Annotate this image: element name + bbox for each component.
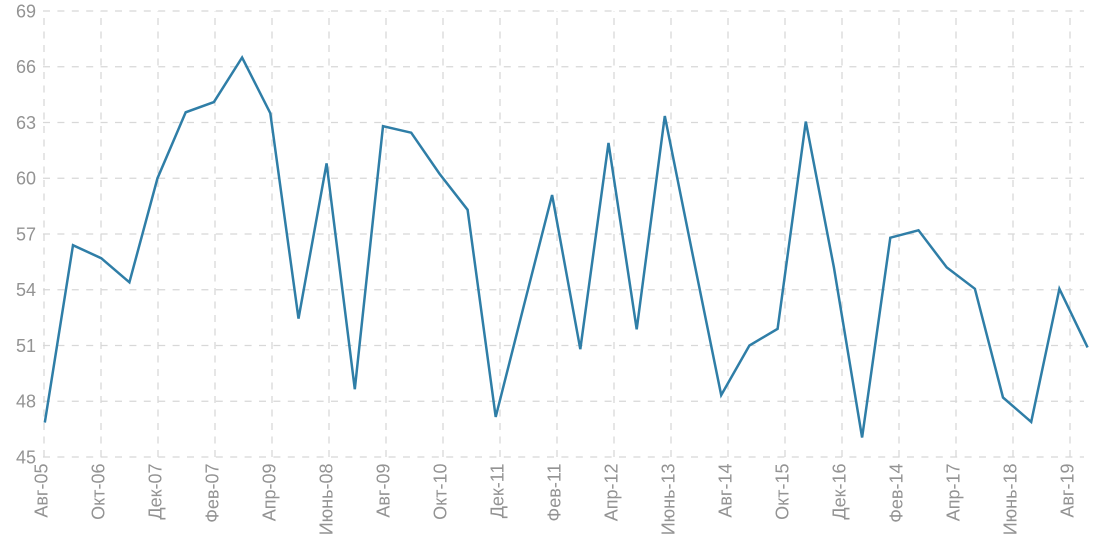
svg-text:57: 57 xyxy=(16,224,36,244)
svg-text:Авг-05: Авг-05 xyxy=(32,464,52,518)
svg-text:Дек-16: Дек-16 xyxy=(830,464,850,520)
svg-text:60: 60 xyxy=(16,169,36,189)
svg-text:Июнь-08: Июнь-08 xyxy=(317,464,337,536)
svg-text:48: 48 xyxy=(16,392,36,412)
svg-text:Апр-17: Апр-17 xyxy=(944,464,964,522)
svg-text:Фев-11: Фев-11 xyxy=(545,464,565,522)
svg-text:69: 69 xyxy=(16,1,36,21)
svg-text:Апр-12: Апр-12 xyxy=(602,464,622,522)
svg-text:Дек-11: Дек-11 xyxy=(488,464,508,519)
svg-text:Фев-14: Фев-14 xyxy=(887,464,907,523)
svg-text:Окт-15: Окт-15 xyxy=(773,464,793,520)
svg-text:Июнь-18: Июнь-18 xyxy=(1001,464,1021,536)
svg-text:Окт-10: Окт-10 xyxy=(431,464,451,520)
svg-text:Авг-14: Авг-14 xyxy=(716,464,736,518)
svg-text:63: 63 xyxy=(16,113,36,133)
svg-text:Дек-07: Дек-07 xyxy=(146,464,166,520)
svg-text:45: 45 xyxy=(16,447,36,467)
svg-text:51: 51 xyxy=(16,336,36,356)
svg-text:54: 54 xyxy=(16,280,36,300)
svg-text:Июнь-13: Июнь-13 xyxy=(659,464,679,536)
svg-text:Окт-06: Окт-06 xyxy=(89,464,109,520)
svg-text:Авг-19: Авг-19 xyxy=(1058,464,1078,518)
svg-text:Апр-09: Апр-09 xyxy=(260,464,280,522)
svg-text:Фев-07: Фев-07 xyxy=(203,464,223,523)
svg-text:Авг-09: Авг-09 xyxy=(374,464,394,518)
svg-text:66: 66 xyxy=(16,57,36,77)
